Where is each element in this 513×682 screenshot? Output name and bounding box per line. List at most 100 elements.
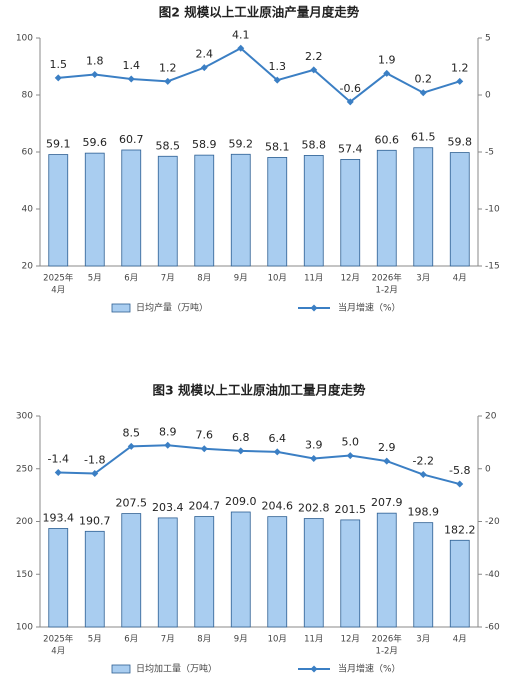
bar <box>121 513 142 628</box>
line-value-label: 2.9 <box>378 441 396 454</box>
bar-value-label: 60.7 <box>119 133 144 146</box>
bar-value-label: 58.1 <box>265 140 290 153</box>
bar-value-label: 59.2 <box>229 137 254 150</box>
bar <box>376 512 397 628</box>
line-marker <box>383 69 391 77</box>
line-value-label: -5.8 <box>449 464 470 477</box>
line-value-label: 1.9 <box>378 53 396 66</box>
line-value-label: 5.0 <box>342 436 360 449</box>
y-tick-label: 20 <box>22 262 34 272</box>
line-marker <box>237 447 245 455</box>
line-marker <box>200 445 208 453</box>
line <box>58 47 461 104</box>
y-tick-label: 250 <box>16 464 33 474</box>
bar <box>48 154 69 267</box>
line-marker <box>310 66 318 74</box>
legend-label: 当月增速（%） <box>338 663 401 675</box>
line-value-label: 1.8 <box>86 54 104 67</box>
x-tick-label: 4月 <box>453 635 467 645</box>
bar-value-label: 207.9 <box>371 496 403 509</box>
line-marker <box>273 448 281 456</box>
bar-value-label: 209.0 <box>225 495 257 508</box>
bar-value-label: 59.8 <box>448 136 473 149</box>
x-tick-label: 1-2月 <box>376 647 398 657</box>
y2-tick-label: -15 <box>485 262 500 272</box>
line-marker <box>164 77 172 85</box>
bar <box>194 154 215 267</box>
bar-value-label: 207.5 <box>116 497 148 510</box>
line-marker <box>54 468 62 476</box>
bar-value-label: 60.6 <box>375 133 400 146</box>
y2-tick-label: 5 <box>485 34 491 44</box>
line <box>58 444 461 486</box>
line-marker <box>419 89 427 97</box>
legend-swatch <box>111 303 131 313</box>
line-marker <box>91 70 99 78</box>
x-tick-label: 12月 <box>341 635 360 645</box>
bar-value-label: 203.4 <box>152 501 184 514</box>
line-marker <box>273 76 281 84</box>
line-marker <box>200 64 208 72</box>
line-marker <box>127 442 135 450</box>
y-tick-label: 300 <box>16 412 33 422</box>
line-value-label: 6.4 <box>269 432 287 445</box>
line-value-label: 2.2 <box>305 50 323 63</box>
y2-tick-label: -60 <box>485 623 500 633</box>
x-tick-label: 11月 <box>304 274 323 284</box>
x-tick-label: 4月 <box>51 286 65 296</box>
x-tick-label: 6月 <box>124 274 138 284</box>
x-tick-label: 9月 <box>234 635 248 645</box>
line-value-label: 2.4 <box>196 48 214 61</box>
line-value-label: -2.2 <box>413 455 434 468</box>
bar-value-label: 202.8 <box>298 502 330 515</box>
y2-tick-label: -5 <box>485 148 494 158</box>
bar <box>194 516 215 628</box>
bar-value-label: 193.4 <box>43 511 75 524</box>
bar-value-label: 182.2 <box>444 523 476 536</box>
bar-value-label: 59.6 <box>83 136 108 149</box>
line-marker <box>310 454 318 462</box>
bar <box>340 159 361 267</box>
y-tick-label: 100 <box>16 34 33 44</box>
y-tick-label: 150 <box>16 570 33 580</box>
line-marker <box>127 75 135 83</box>
x-tick-label: 7月 <box>161 635 175 645</box>
bar-value-label: 58.9 <box>192 138 217 151</box>
bar-value-label: 57.4 <box>338 142 363 155</box>
line-marker <box>164 441 172 449</box>
bar <box>121 149 142 267</box>
chart-title: 图3 规模以上工业原油加工量月度走势 <box>152 383 366 398</box>
x-tick-label: 10月 <box>268 274 287 284</box>
bar-value-label: 58.8 <box>302 138 327 151</box>
y2-tick-label: 0 <box>485 464 491 474</box>
bar <box>303 518 324 628</box>
bar <box>157 155 178 267</box>
line-value-label: 8.9 <box>159 425 177 438</box>
bar <box>230 153 251 267</box>
bar-value-label: 204.6 <box>262 500 294 513</box>
bar-value-label: 198.9 <box>408 506 440 519</box>
line-value-label: 4.1 <box>232 28 250 41</box>
line-marker <box>383 457 391 465</box>
x-tick-label: 4月 <box>453 274 467 284</box>
legend-label: 日均加工量（万吨） <box>136 663 217 675</box>
line-value-label: 1.3 <box>269 60 287 73</box>
legend-swatch <box>111 664 131 674</box>
line-marker <box>91 469 99 477</box>
line-value-label: 1.4 <box>123 59 141 72</box>
x-tick-label: 5月 <box>88 635 102 645</box>
line-value-label: 1.2 <box>159 61 177 74</box>
x-tick-label: 2026年 <box>372 273 403 284</box>
x-tick-label: 11月 <box>304 635 323 645</box>
x-tick-label: 9月 <box>234 274 248 284</box>
bar-value-label: 59.1 <box>46 138 71 151</box>
x-tick-label: 8月 <box>197 635 211 645</box>
y-tick-label: 40 <box>22 205 34 215</box>
y2-tick-label: -40 <box>485 570 500 580</box>
x-tick-label: 12月 <box>341 274 360 284</box>
line-marker <box>419 471 427 479</box>
line-marker <box>237 44 245 52</box>
bar-value-label: 190.7 <box>79 514 111 527</box>
x-tick-label: 10月 <box>268 635 287 645</box>
